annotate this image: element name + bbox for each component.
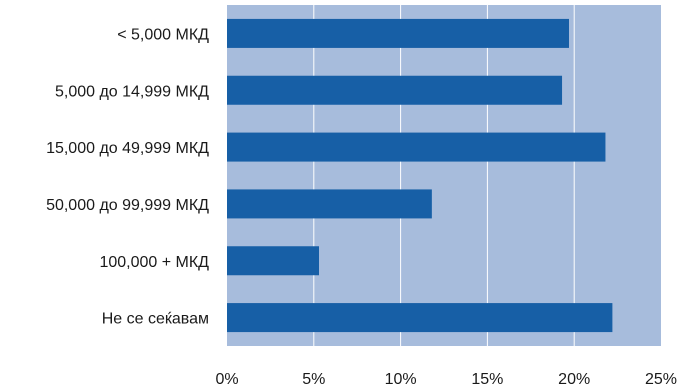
x-tick-label: 10% bbox=[385, 371, 417, 388]
category-labels: < 5,000 МКД 5,000 до 14,999 МКД 15,000 до … bbox=[46, 26, 209, 327]
category-label: < 5,000 МКД bbox=[117, 26, 209, 43]
plot-area bbox=[227, 5, 661, 346]
x-tick-label: 20% bbox=[558, 371, 590, 388]
x-tick-label: 15% bbox=[471, 371, 503, 388]
bar bbox=[227, 75, 563, 105]
bar bbox=[227, 18, 569, 48]
category-label: 5,000 до 14,999 МКД bbox=[55, 83, 209, 100]
bar bbox=[227, 303, 613, 333]
bar bbox=[227, 246, 320, 276]
bars bbox=[227, 18, 613, 333]
gridlines bbox=[313, 5, 575, 346]
category-label: 50,000 до 99,999 МКД bbox=[46, 197, 209, 214]
category-label: 100,000 + МКД bbox=[99, 254, 209, 271]
category-label: 15,000 до 49,999 МКД bbox=[46, 140, 209, 157]
x-tick-label: 25% bbox=[645, 371, 677, 388]
category-label: Не се сеќавам bbox=[102, 311, 209, 328]
x-tick-label: 5% bbox=[302, 371, 325, 388]
x-axis-tick-labels: 0% 5% 10% 15% 20% 25% bbox=[215, 371, 677, 388]
x-tick-label: 0% bbox=[215, 371, 238, 388]
bar bbox=[227, 189, 432, 219]
bar bbox=[227, 132, 606, 162]
